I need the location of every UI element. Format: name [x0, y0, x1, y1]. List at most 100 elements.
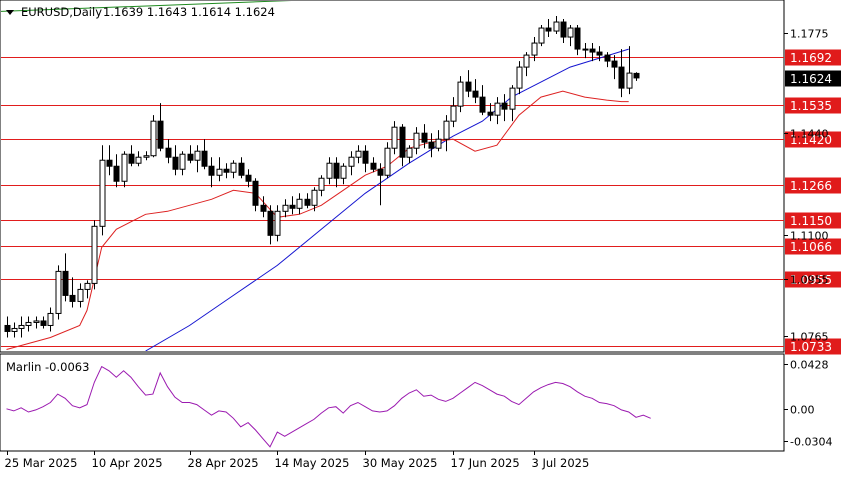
- candle-bull: [296, 198, 303, 209]
- candle-bull: [274, 210, 281, 236]
- candle-bear: [157, 120, 164, 149]
- candle-bull: [77, 288, 84, 302]
- candle-bear: [545, 27, 552, 32]
- collapse-triangle-icon[interactable]: [6, 10, 14, 15]
- candle-bull: [538, 27, 545, 44]
- level-label: 1.1420: [790, 133, 832, 147]
- candle-bear: [472, 90, 479, 98]
- candle-bull: [509, 87, 516, 110]
- candle-bull: [348, 156, 355, 167]
- candle-bull: [531, 42, 538, 56]
- candle-bull: [25, 321, 32, 326]
- candle-bear: [252, 180, 259, 206]
- price-tick-label: 1.1440: [790, 128, 829, 141]
- candle-bull: [230, 162, 237, 173]
- time-axis: 25 Mar 2025 10 Apr 2025 28 Apr 2025 14 May …: [5, 451, 589, 470]
- candle-bear: [479, 96, 486, 113]
- level-label: 1.1066: [790, 240, 832, 254]
- candle-bear: [333, 162, 340, 179]
- candle-bull: [91, 225, 98, 284]
- candle-bear: [245, 174, 252, 182]
- date-label: 10 Apr 2025: [92, 456, 163, 470]
- ma_red-line: [6, 90, 629, 350]
- candle-bull: [567, 27, 574, 38]
- candle-bear: [113, 165, 120, 182]
- candle-bull: [413, 132, 420, 149]
- level-label: 1.0955: [790, 273, 832, 287]
- date-label: 17 Jun 2025: [451, 456, 520, 470]
- candle-bull: [494, 102, 501, 116]
- level-label-box: [785, 49, 841, 66]
- candle-bull: [282, 204, 289, 212]
- candle-bear: [574, 27, 581, 50]
- indicator-tick-label: -0.0304: [790, 436, 832, 449]
- marlin-line: [6, 365, 651, 448]
- candle-bear: [267, 210, 274, 236]
- candle-bear: [633, 72, 640, 79]
- candle-bull: [384, 147, 391, 176]
- price-axis: 1.1692 1.1535 1.1420 1.1266 1.1150 1.1066 1.09…: [784, 28, 841, 355]
- level-label-box: [785, 271, 841, 288]
- price-tick-label: 1.1775: [790, 28, 829, 41]
- candle-bear: [172, 156, 179, 170]
- candle-bear: [40, 320, 47, 326]
- candle-bull: [516, 66, 523, 89]
- candle-bull: [150, 120, 157, 157]
- candle-bear: [106, 159, 113, 167]
- level-label-box: [785, 97, 841, 114]
- candle-bull: [406, 147, 413, 158]
- price-tick-label: 1.0955: [790, 274, 829, 287]
- candle-bear: [370, 162, 377, 170]
- candle-bull: [121, 153, 128, 182]
- level-label-box: [785, 338, 841, 355]
- level-label: 1.1692: [790, 51, 832, 65]
- candle-bull: [18, 324, 25, 329]
- candle-bear: [487, 111, 494, 116]
- candle-bull: [582, 48, 589, 51]
- candle-bull: [216, 168, 223, 176]
- candle-bear: [399, 126, 406, 158]
- candle-bear: [289, 204, 296, 209]
- chart-ohlc: 1.1639 1.1643 1.1614 1.1624: [103, 5, 275, 19]
- candle-bull: [626, 72, 633, 89]
- candle-bear: [69, 294, 76, 302]
- candles: [4, 16, 640, 338]
- candle-bull: [457, 81, 464, 107]
- indicator-label: Marlin -0.0063: [6, 360, 89, 374]
- candle-bull: [33, 320, 40, 323]
- date-label: 25 Mar 2025: [5, 456, 78, 470]
- candle-bull: [311, 189, 318, 206]
- candle-bear: [62, 270, 69, 296]
- candle-bull: [47, 312, 54, 326]
- candle-bear: [611, 60, 618, 68]
- candle-bear: [128, 153, 135, 164]
- candle-bull: [55, 270, 62, 314]
- candle-bear: [238, 162, 245, 176]
- indicator-tick-label: 0.0428: [790, 359, 829, 372]
- candle-bear: [604, 54, 611, 62]
- marlin-series: [6, 365, 651, 448]
- candle-bear: [223, 168, 230, 173]
- indicator-tick-label: 0.00: [790, 404, 815, 417]
- candle-bull: [443, 120, 450, 140]
- price-tick-label: 1.0765: [790, 331, 829, 344]
- candle-bear: [165, 147, 172, 158]
- candle-bear: [560, 21, 567, 38]
- candle-bear: [260, 204, 267, 212]
- candle-bear: [465, 81, 472, 92]
- candle-bull: [326, 162, 333, 179]
- candle-bull: [318, 177, 325, 191]
- candle-bear: [4, 324, 11, 332]
- candle-bear: [421, 132, 428, 143]
- candle-bull: [179, 153, 186, 170]
- indicator-panel: [0, 353, 785, 452]
- level-label-box: [785, 177, 841, 194]
- candle-bull: [99, 159, 106, 227]
- date-label: 30 May 2025: [363, 456, 438, 470]
- candle-bear: [187, 153, 194, 161]
- candle-bull: [355, 150, 362, 158]
- level-label: 1.1150: [790, 214, 832, 228]
- level-label-box: [785, 212, 841, 229]
